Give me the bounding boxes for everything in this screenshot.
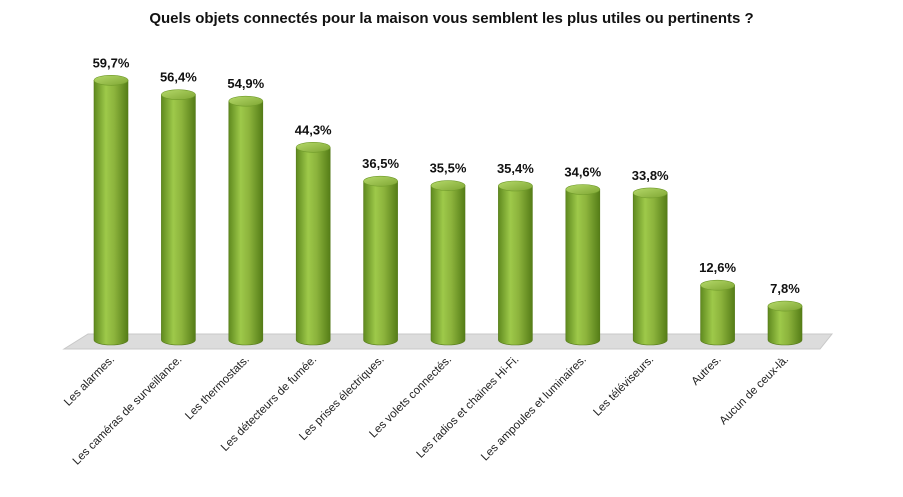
bar-top [93, 75, 129, 86]
category-label-10: Autres. [689, 354, 723, 388]
value-label-1: 59,7% [93, 55, 130, 70]
bar-body [161, 94, 196, 346]
bar-body [632, 192, 668, 346]
category-label-11: Aucun de ceux-là. [718, 354, 792, 428]
bar-top [498, 180, 533, 192]
value-label-8: 34,6% [564, 164, 601, 179]
bar-top [632, 187, 668, 199]
bar-body [295, 146, 331, 346]
bar-body [565, 189, 601, 346]
category-label-3: Les thermostats. [183, 354, 252, 423]
bar-4 [295, 141, 331, 346]
bar-top [430, 180, 466, 191]
bar-top [767, 300, 803, 312]
bar-1 [93, 75, 129, 346]
category-label-1: Les alarmes. [62, 354, 117, 409]
value-label-10: 12,6% [699, 260, 736, 275]
bar-body [93, 80, 129, 346]
bar-body [228, 100, 264, 346]
category-label-2: Les caméras de surveillance. [71, 354, 185, 468]
value-label-5: 36,5% [362, 156, 399, 171]
chart-title: Quels objets connectés pour la maison vo… [149, 10, 754, 27]
bar-top [700, 279, 735, 291]
value-label-11: 7,8% [770, 281, 800, 296]
value-label-4: 44,3% [295, 122, 332, 137]
bar-top [161, 89, 196, 100]
bar-body [700, 284, 735, 346]
category-label-9: Les téléviseurs. [591, 354, 656, 419]
bar-body [498, 185, 533, 346]
bar-5 [363, 175, 398, 346]
bar-8 [565, 184, 601, 346]
bar-body [430, 185, 466, 346]
value-label-7: 35,4% [497, 161, 534, 176]
bar-6 [430, 180, 466, 346]
value-label-9: 33,8% [632, 168, 669, 183]
bar-top [228, 95, 264, 107]
bar-7 [498, 180, 533, 346]
bar-body [363, 180, 398, 346]
value-label-6: 35,5% [430, 161, 467, 176]
bar-11 [767, 300, 803, 346]
value-label-3: 54,9% [227, 76, 264, 91]
bar-9 [632, 187, 668, 346]
bar-3 [228, 95, 264, 346]
value-label-2: 56,4% [160, 70, 197, 85]
bar-top [565, 184, 601, 195]
bar-body [767, 305, 803, 346]
bar-10 [700, 279, 735, 346]
bar-2 [161, 89, 196, 346]
bar-top [295, 141, 331, 153]
bar-top [363, 175, 398, 187]
